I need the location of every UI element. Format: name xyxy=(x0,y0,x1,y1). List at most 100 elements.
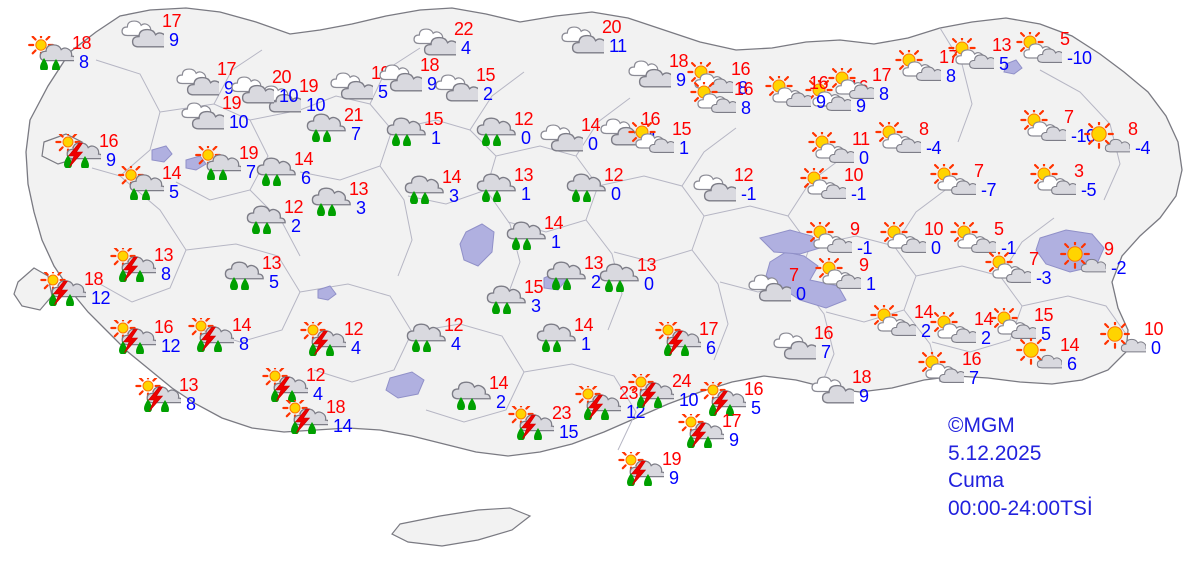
max-temperature: 15 xyxy=(476,65,496,85)
sun-cloud-icon xyxy=(806,218,860,253)
sun-cloud-icon xyxy=(985,248,1039,286)
min-temperature: 11 xyxy=(609,36,627,56)
station-temperatures: 19 7 xyxy=(239,144,285,181)
min-temperature: 0 xyxy=(859,148,869,168)
cloudy-icon xyxy=(121,20,173,48)
min-temperature: 0 xyxy=(1151,338,1161,358)
max-temperature: 16 xyxy=(641,109,661,129)
station-temperatures: 14 1 xyxy=(574,316,620,353)
thunderstorm-icon xyxy=(508,401,557,442)
min-temperature: -4 xyxy=(926,138,942,158)
station-temperatures: 19 9 xyxy=(662,450,708,487)
max-temperature: 16 xyxy=(731,59,751,79)
station-temperatures: 16 8 xyxy=(734,80,780,117)
station-temperatures: 20 11 xyxy=(602,18,648,55)
sun-cloud-icon xyxy=(930,308,984,343)
station-temperatures: 17 9 xyxy=(162,12,208,49)
max-temperature: 10 xyxy=(1144,319,1164,339)
station-temperatures: 12 2 xyxy=(284,198,330,235)
sunny-icon xyxy=(1016,335,1067,372)
max-temperature: 7 xyxy=(974,161,984,181)
sun-cloud-icon xyxy=(805,76,859,114)
min-temperature: 6 xyxy=(301,168,311,188)
min-temperature: 3 xyxy=(449,186,459,206)
min-temperature: -2 xyxy=(1111,258,1127,278)
sun-cloud-icon xyxy=(815,254,869,292)
station-temperatures: 13 3 xyxy=(349,180,395,217)
min-temperature: 7 xyxy=(351,124,361,144)
station-temperatures: 8 -4 xyxy=(1128,120,1174,157)
cloudy-icon xyxy=(558,20,613,54)
sun-cloud-icon xyxy=(990,304,1044,339)
sun-cloud-icon xyxy=(895,46,949,84)
station-temperatures: 21 7 xyxy=(344,106,390,143)
max-temperature: 13 xyxy=(992,35,1012,55)
map-legend: ©MGM 5.12.2025 Cuma 00:00-24:00TSİ xyxy=(948,412,1093,523)
station-temperatures: 15 1 xyxy=(424,110,470,147)
sun-cloud-icon xyxy=(828,64,882,102)
min-temperature: 10 xyxy=(279,86,299,106)
sun-rain-icon xyxy=(28,32,77,73)
min-temperature: -10 xyxy=(1067,48,1092,68)
min-temperature: 5 xyxy=(378,82,388,102)
min-temperature: 2 xyxy=(591,272,601,292)
max-temperature: 13 xyxy=(584,253,604,273)
sun-rain-icon xyxy=(28,32,77,73)
min-temperature: 4 xyxy=(351,338,361,358)
max-temperature: 22 xyxy=(454,19,474,39)
sun-cloud-icon xyxy=(808,128,862,163)
sunny-icon xyxy=(1016,335,1067,369)
max-temperature: 17 xyxy=(162,11,182,31)
thunderstorm-icon xyxy=(110,315,159,356)
cloudy-icon xyxy=(432,68,487,102)
station-temperatures: 7 -10 xyxy=(1064,108,1110,145)
cloudy-icon xyxy=(811,376,863,404)
max-temperature: 10 xyxy=(844,165,864,185)
cloudy-icon xyxy=(745,268,800,302)
rain-icon xyxy=(470,168,516,204)
max-temperature: 17 xyxy=(217,59,237,79)
min-temperature: 9 xyxy=(106,150,116,170)
sun-cloud-icon xyxy=(950,218,1004,253)
max-temperature: 16 xyxy=(99,131,119,151)
sun-cloud-icon xyxy=(870,301,924,336)
min-temperature: 8 xyxy=(239,334,249,354)
station-temperatures: 16 5 xyxy=(744,380,790,417)
thunderstorm-icon xyxy=(262,363,311,404)
rain-icon xyxy=(300,108,346,144)
sun-cloud-icon xyxy=(687,58,741,96)
station-temperatures: 12 4 xyxy=(444,316,490,353)
station-temperatures: 15 5 xyxy=(1034,306,1080,343)
rain-icon xyxy=(476,173,516,204)
min-temperature: -5 xyxy=(1081,180,1097,200)
sun-cloud-icon xyxy=(800,164,854,199)
rain-icon xyxy=(536,323,576,354)
max-temperature: 3 xyxy=(1074,161,1084,181)
station-temperatures: 23 15 xyxy=(552,404,598,441)
thunderstorm-icon xyxy=(300,317,349,358)
station-temperatures: 12 4 xyxy=(306,366,352,403)
min-temperature: 10 xyxy=(679,390,699,410)
sun-cloud-icon xyxy=(800,164,854,202)
max-temperature: 20 xyxy=(602,17,622,37)
sun-cloud-icon xyxy=(948,34,1002,72)
sunny-icon xyxy=(1100,319,1151,353)
thunderstorm-icon xyxy=(262,363,311,404)
station-temperatures: 14 2 xyxy=(914,303,960,340)
thunderstorm-icon xyxy=(110,243,159,284)
max-temperature: 12 xyxy=(604,165,624,185)
station-temperatures: 18 8 xyxy=(72,34,118,71)
rain-icon xyxy=(250,152,296,188)
max-temperature: 16 xyxy=(734,79,754,99)
rain-icon xyxy=(540,256,586,292)
min-temperature: 2 xyxy=(483,84,493,104)
min-temperature: 0 xyxy=(588,134,598,154)
thunderstorm-icon xyxy=(40,267,89,308)
rain-icon xyxy=(500,216,546,252)
min-temperature: 8 xyxy=(161,264,171,284)
station-temperatures: 12 -1 xyxy=(734,166,780,203)
rain-icon xyxy=(218,256,264,292)
max-temperature: 18 xyxy=(420,55,440,75)
thunderstorm-icon xyxy=(678,409,727,450)
min-temperature: 9 xyxy=(224,78,234,98)
